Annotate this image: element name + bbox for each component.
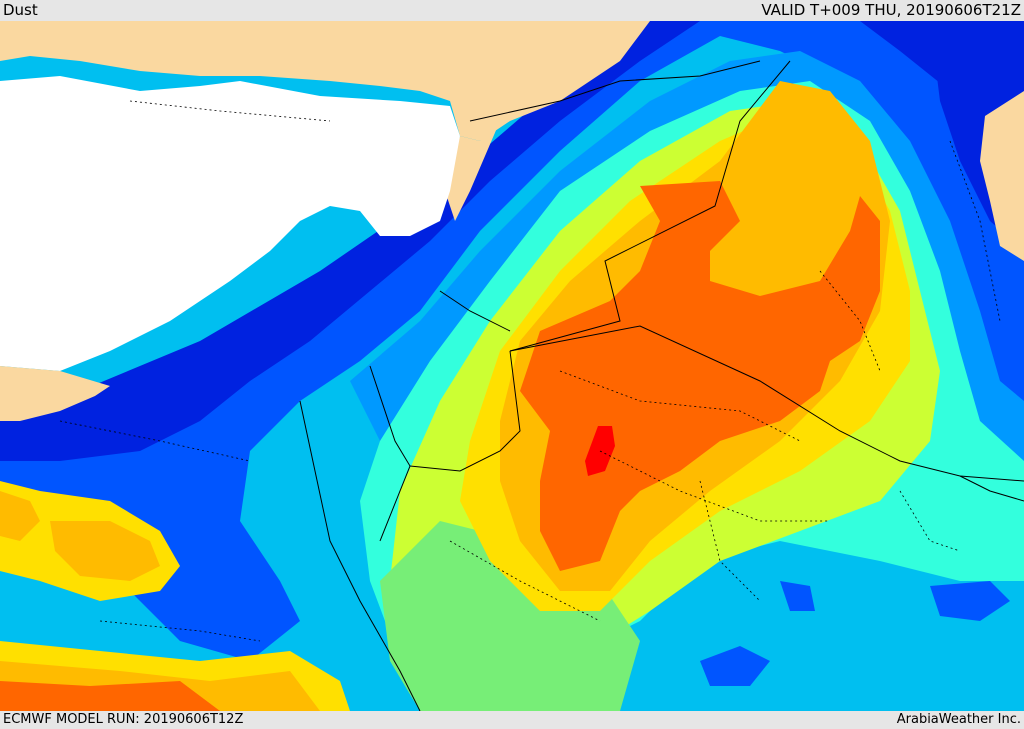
credit: ArabiaWeather Inc. [896,712,1021,727]
dust-map[interactable] [0,21,1024,711]
map-svg [0,21,1024,711]
valid-time: VALID T+009 THU, 20190606T21Z [761,1,1021,19]
layer-title: Dust [3,1,38,19]
field-dark-orange [520,181,880,571]
land-iran [980,91,1024,261]
land-turkey [0,21,650,141]
field-blue-spot-1 [700,646,770,686]
field-sw-dark-orange [0,681,220,711]
province-borders [59,100,1001,642]
field-blue-spot-3 [780,581,815,611]
header-bar: Dust VALID T+009 THU, 20190606T21Z [0,0,1024,21]
field-west-orange-small [0,491,40,541]
footer-bar: ECMWF MODEL RUN: 20190606T12Z ArabiaWeat… [0,711,1024,729]
land-levant [445,121,500,221]
model-run: ECMWF MODEL RUN: 20190606T12Z [3,712,244,727]
country-borders [299,60,1024,711]
field-dark-blue [0,21,1024,461]
field-west-orange [50,521,160,581]
sea-mediterranean [0,76,460,371]
field-blue-spot-2 [930,581,1010,621]
land-libya [0,366,110,421]
